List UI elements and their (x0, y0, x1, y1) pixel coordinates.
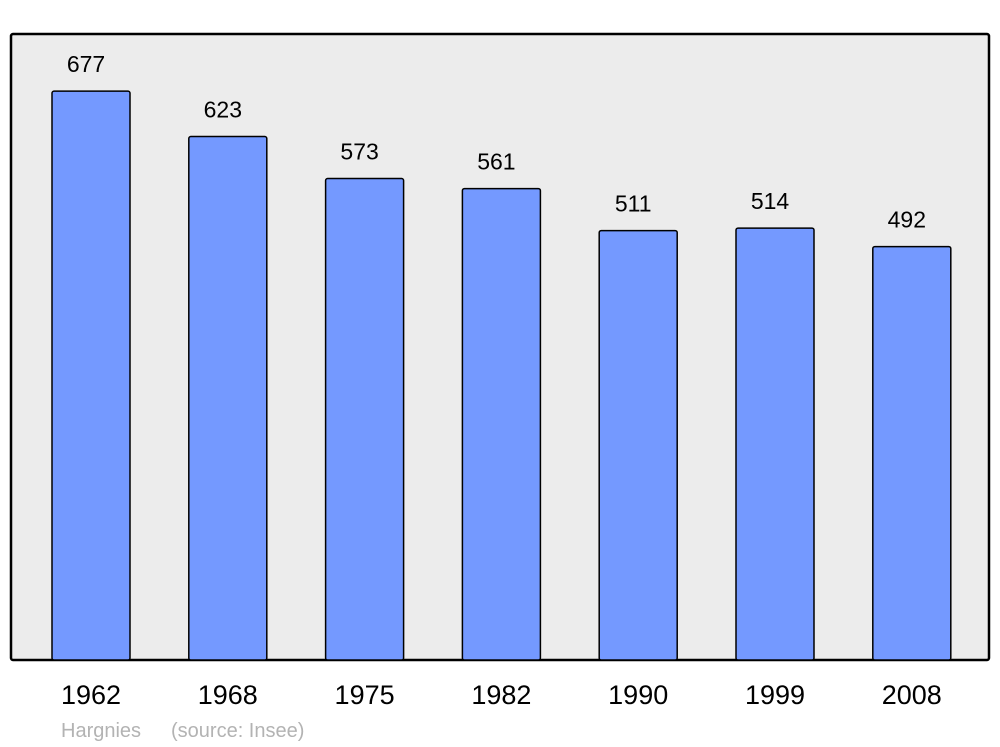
bar-1999 (735, 227, 815, 661)
x-tick-label-1999: 1999 (745, 680, 805, 710)
data-label-1975: 573 (340, 139, 378, 165)
x-tick-label-1962: 1962 (61, 680, 121, 710)
x-tick-label-1990: 1990 (608, 680, 668, 710)
x-tick-label-1975: 1975 (335, 680, 395, 710)
data-label-2008: 492 (888, 207, 926, 233)
x-tick-label-1982: 1982 (471, 680, 531, 710)
data-label-1962: 677 (67, 51, 105, 77)
data-label-1990: 511 (615, 191, 652, 217)
x-tick-label-1968: 1968 (198, 680, 258, 710)
bar-1990 (598, 229, 678, 661)
footer-place: Hargnies (61, 720, 141, 742)
bar-1968 (188, 135, 268, 661)
bar-1975 (324, 177, 405, 661)
bar-2008 (872, 245, 952, 661)
data-label-1968: 623 (204, 97, 242, 123)
data-label-1982: 561 (477, 149, 515, 175)
bar-1962 (51, 90, 131, 661)
bar-1982 (461, 187, 542, 661)
footer-source: (source: Insee) (171, 720, 304, 742)
data-label-1999: 514 (751, 188, 790, 214)
x-tick-label-2008: 2008 (882, 680, 942, 710)
